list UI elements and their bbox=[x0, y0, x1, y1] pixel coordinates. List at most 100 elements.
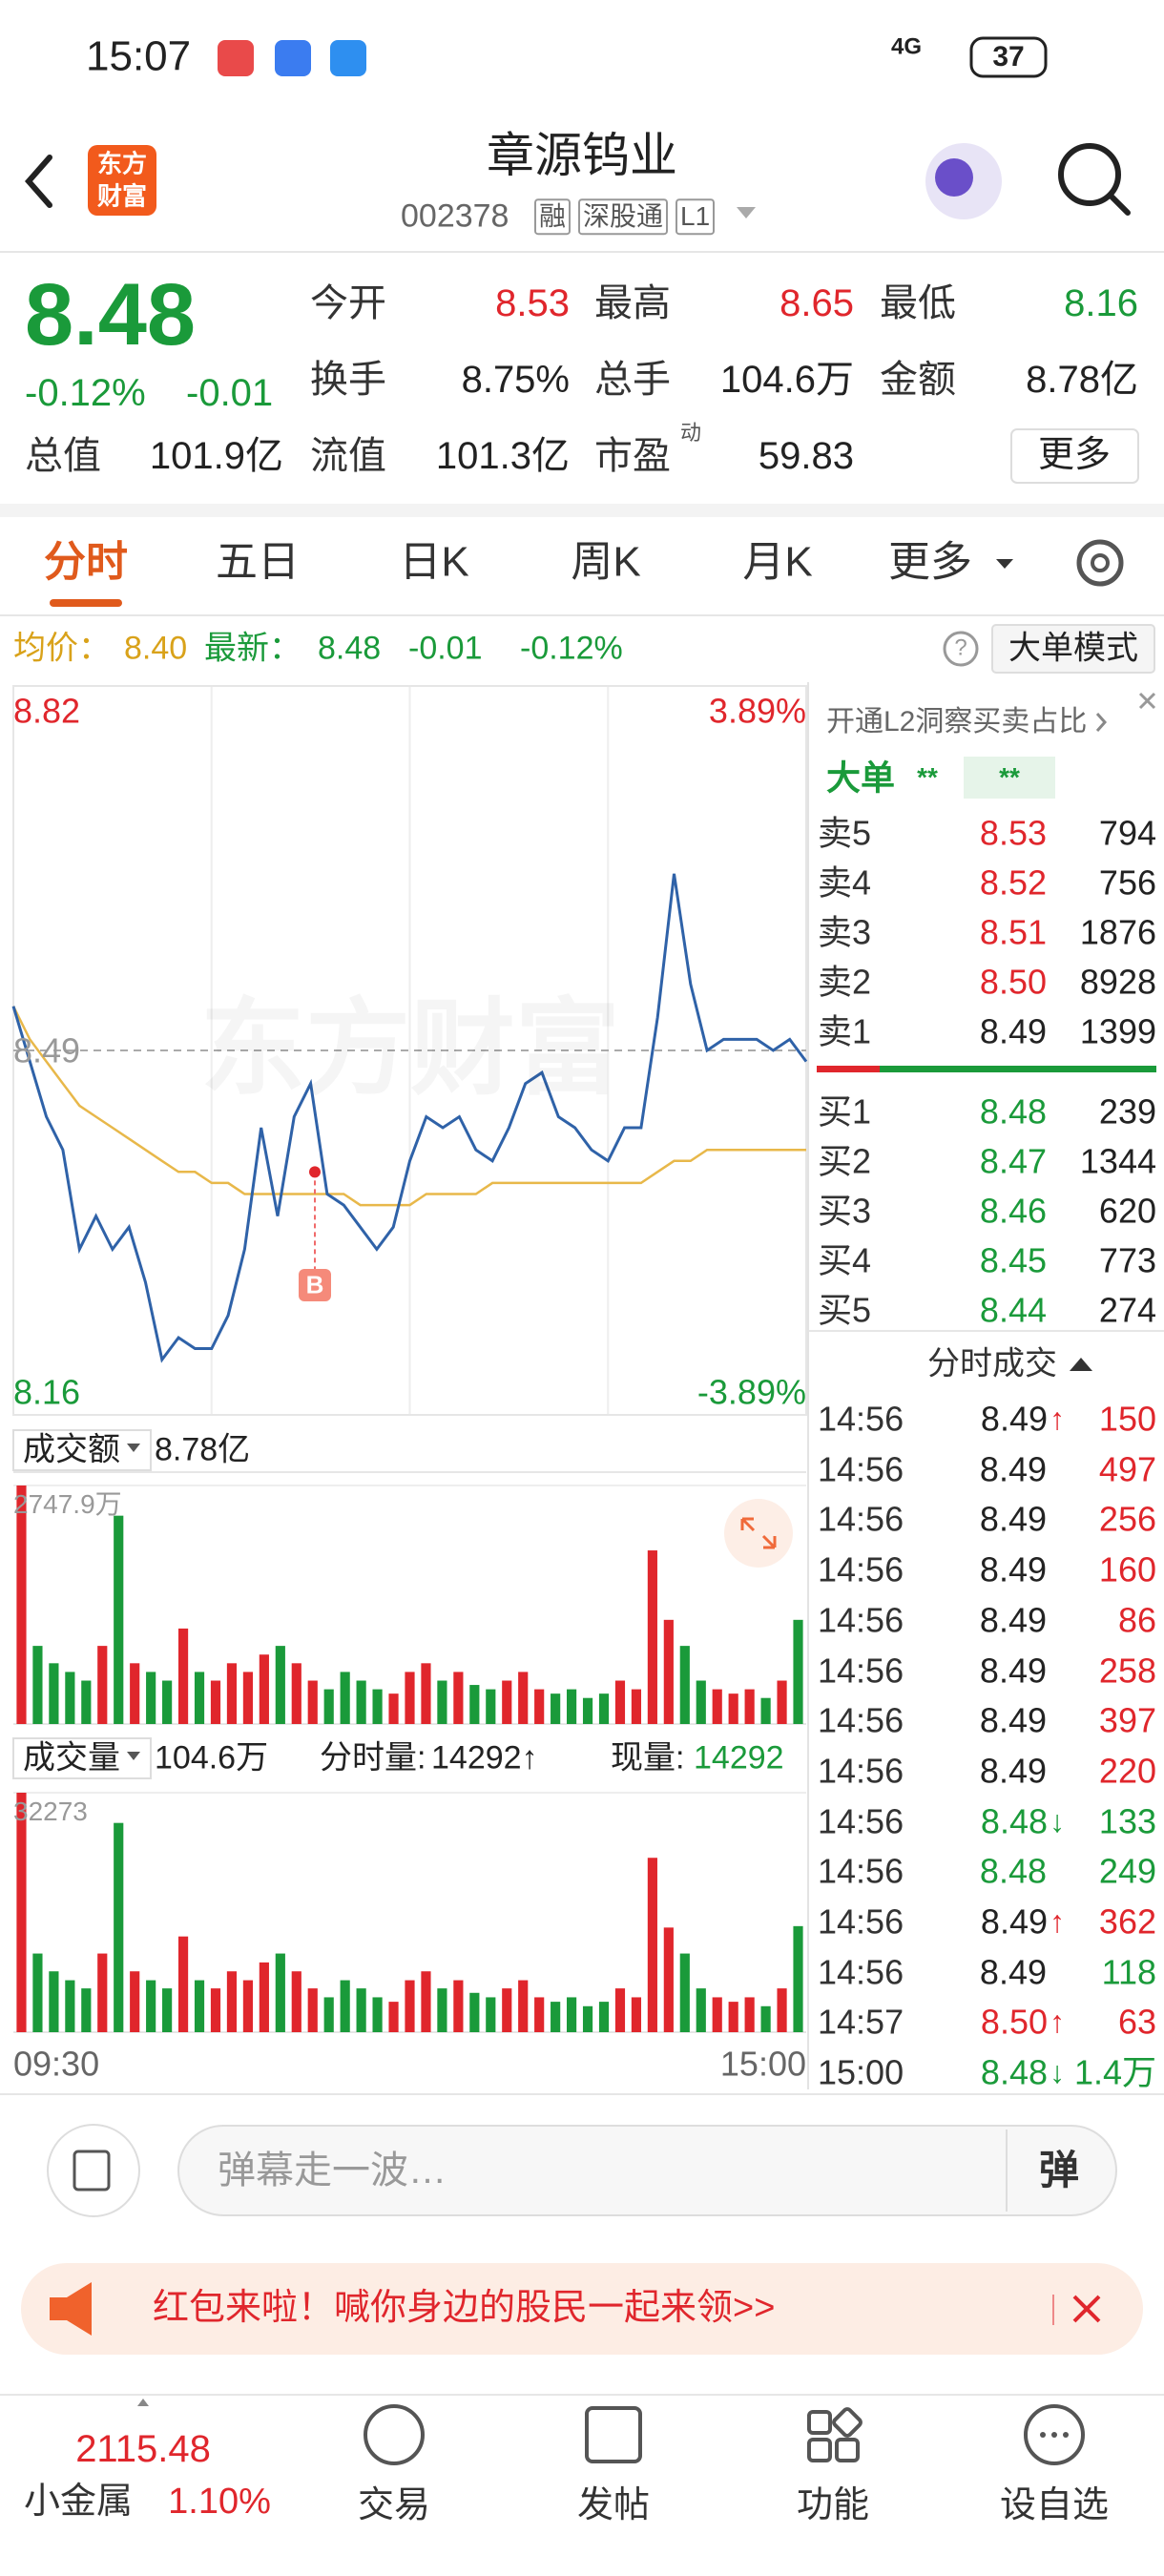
bar bbox=[356, 1988, 366, 2032]
search-button[interactable] bbox=[1058, 143, 1121, 206]
bar bbox=[16, 1485, 27, 1724]
banner-close[interactable] bbox=[1072, 2295, 1101, 2323]
trade-volume: 86 bbox=[1117, 1600, 1156, 1640]
bar bbox=[421, 1663, 431, 1724]
bar bbox=[356, 1680, 366, 1724]
trade-price: 8.49 bbox=[979, 1449, 1047, 1489]
more-button[interactable] bbox=[1010, 428, 1139, 484]
quote-label: 流值 bbox=[310, 435, 386, 477]
book-label: 卖2 bbox=[818, 962, 872, 1002]
y-tick-label: 2747.9万 bbox=[13, 1489, 122, 1520]
bar bbox=[712, 1689, 722, 1724]
danmaku-button[interactable]: 弹 bbox=[1038, 2147, 1080, 2192]
banner-text[interactable]: 红包来啦！喊你身边的股民一起来领>> bbox=[153, 2288, 776, 2329]
tab[interactable]: 月K bbox=[742, 538, 813, 586]
stars: ** bbox=[917, 762, 938, 793]
battery bbox=[969, 36, 1048, 78]
change: -0.01 bbox=[408, 630, 483, 667]
nav-item[interactable]: 设自选 bbox=[999, 2485, 1110, 2526]
bar bbox=[437, 1680, 447, 1724]
trade-time: 14:56 bbox=[818, 1499, 904, 1539]
bar bbox=[81, 1988, 92, 2032]
trade-time: 14:56 bbox=[818, 1751, 904, 1791]
bar bbox=[663, 1927, 674, 2032]
book-price: 8.53 bbox=[979, 813, 1047, 853]
tab-indicator bbox=[50, 599, 122, 607]
trade-price: 8.49 bbox=[980, 1399, 1048, 1439]
trade-volume: 150 bbox=[1098, 1399, 1156, 1439]
mode-button-text[interactable]: 大单模式 bbox=[1008, 630, 1138, 667]
nav-item[interactable]: 功能 bbox=[796, 2485, 870, 2526]
bar bbox=[486, 1689, 496, 1724]
stock-code: 002378 bbox=[401, 197, 509, 235]
bar bbox=[65, 1980, 75, 2032]
bar bbox=[194, 1980, 205, 2032]
bar bbox=[582, 1697, 593, 1724]
nav-item[interactable]: 发帖 bbox=[576, 2485, 651, 2526]
tab[interactable]: 分时 bbox=[44, 538, 128, 586]
nav-icon[interactable] bbox=[585, 2406, 642, 2463]
help: ? bbox=[954, 634, 967, 661]
bar bbox=[177, 1628, 189, 1724]
book-volume: 794 bbox=[1098, 813, 1156, 853]
bar bbox=[275, 1953, 285, 2032]
book-price: 8.52 bbox=[979, 862, 1047, 903]
settings-button[interactable] bbox=[1076, 539, 1124, 587]
quote-value: 104.6万 bbox=[719, 359, 854, 401]
book-label: 卖1 bbox=[818, 1011, 872, 1051]
trade-arrow: ↑ bbox=[1050, 1903, 1065, 1939]
banner[interactable] bbox=[21, 2263, 1143, 2355]
big-order: 大单 bbox=[826, 758, 896, 798]
y-tick-label: 8.49 bbox=[13, 1030, 81, 1070]
expand-button[interactable] bbox=[724, 1499, 793, 1568]
bar bbox=[307, 1680, 318, 1724]
quote-label: 换手 bbox=[310, 359, 386, 401]
bar bbox=[663, 1619, 674, 1724]
tab[interactable]: 周K bbox=[571, 538, 641, 586]
x-tick-label: 15:00 bbox=[719, 2044, 806, 2084]
bar bbox=[130, 1663, 140, 1724]
tag: 融 bbox=[534, 198, 572, 235]
quote-value: 8.16 bbox=[1064, 282, 1138, 324]
more-button-text[interactable]: 更多 bbox=[1037, 435, 1112, 476]
chart-total: 8.78亿 bbox=[155, 1431, 251, 1468]
y-tick-label: 8.16 bbox=[13, 1372, 81, 1412]
close-l2[interactable] bbox=[1138, 692, 1156, 710]
l2-title[interactable]: 开通L2洞察买卖占比 bbox=[826, 706, 1088, 737]
bar bbox=[679, 1953, 690, 2032]
current-label: 现量: bbox=[611, 1739, 685, 1776]
comment-icon[interactable] bbox=[47, 2124, 140, 2217]
trade-time: 14:56 bbox=[818, 1650, 904, 1690]
y2-tick-label: 3.89% bbox=[708, 691, 806, 731]
nav-icon[interactable] bbox=[1024, 2404, 1085, 2465]
bar bbox=[760, 2005, 771, 2032]
network: 4G bbox=[890, 33, 923, 60]
tag: 深股通 bbox=[578, 198, 669, 235]
back-button[interactable] bbox=[25, 155, 52, 208]
mode-button[interactable] bbox=[991, 624, 1155, 674]
bar bbox=[114, 1515, 124, 1724]
bar bbox=[598, 2002, 610, 2032]
tab[interactable]: 更多 bbox=[888, 538, 972, 586]
tab[interactable]: 五日 bbox=[216, 538, 300, 586]
comment-placeholder[interactable]: 弹幕走一波… bbox=[218, 2150, 447, 2192]
comment-input[interactable] bbox=[177, 2125, 1117, 2216]
y-tick-label: 8.82 bbox=[13, 691, 81, 731]
nav-item[interactable]: 交易 bbox=[357, 2485, 431, 2526]
trade-price: 8.49 bbox=[979, 1549, 1047, 1589]
quote-value: 8.78亿 bbox=[1026, 359, 1138, 401]
last-price: 8.48 bbox=[25, 265, 197, 364]
tab[interactable]: 日K bbox=[399, 538, 469, 586]
bar bbox=[647, 1858, 657, 2032]
nav-icon[interactable] bbox=[364, 2404, 425, 2465]
trade-volume: 220 bbox=[1098, 1751, 1156, 1791]
nav-icon[interactable] bbox=[807, 2410, 832, 2435]
book-volume: 1344 bbox=[1079, 1141, 1156, 1181]
trade-price: 8.48 bbox=[980, 1801, 1048, 1840]
bar bbox=[437, 1988, 447, 2032]
trade-price: 8.48 bbox=[980, 2052, 1048, 2092]
stars: ** bbox=[999, 762, 1020, 793]
change-pct: -0.12% bbox=[520, 630, 623, 667]
quote-value: 8.53 bbox=[495, 282, 570, 324]
